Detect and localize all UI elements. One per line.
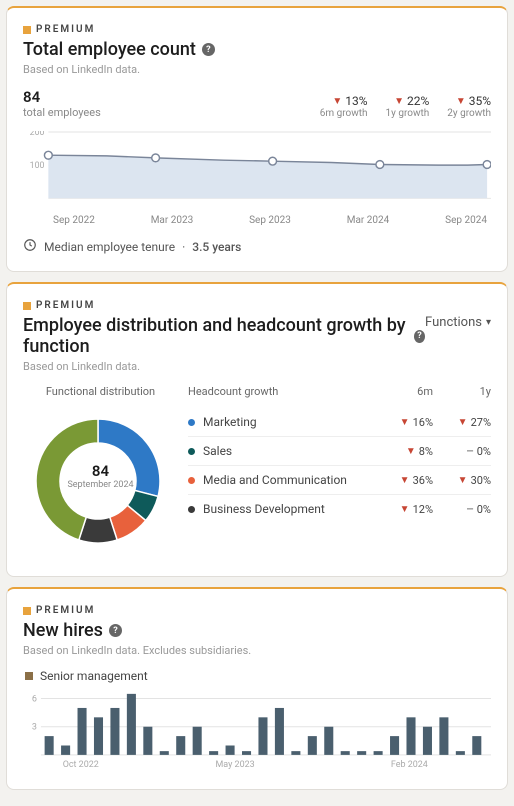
hg-1y: –0% [433,444,491,458]
tenure-value: 3.5 years [192,240,241,254]
chevron-down-icon: ▾ [486,317,491,328]
area-chart-x-labels: Sep 2022 Mar 2023 Sep 2023 Mar 2024 Sep 2024 [23,215,491,226]
growth-cell: ▼22% 1y growth [386,94,430,119]
help-icon[interactable]: ? [414,330,425,343]
hg-row: Marketing ▼16% ▼27% [188,408,491,436]
help-icon[interactable]: ? [109,624,122,637]
employee-area-chart: 100 200 [23,131,491,211]
donut-title: Functional distribution [23,385,178,398]
clock-icon [23,238,37,255]
x-axis-label: Sep 2022 [53,215,95,226]
card1-title: Total employee count ? [23,39,491,60]
hg-header-1y: 1y [433,385,491,398]
card1-title-text: Total employee count [23,39,196,60]
hg-header: Headcount growth 6m 1y [188,385,491,398]
functions-dropdown-label: Functions [425,315,482,330]
growth-value: ▼13% [320,94,368,108]
series-dot [188,477,195,484]
donut-wrap: Functional distribution 84 September 202… [23,385,178,560]
distribution-row: Functional distribution 84 September 202… [23,385,491,560]
growth-cell: ▼13% 6m growth [320,94,368,119]
series-dot [188,506,195,513]
svg-text:May 2023: May 2023 [215,760,254,769]
hg-1y: –0% [433,502,491,516]
growth-cells: ▼13% 6m growth ▼22% 1y growth ▼35% 2y gr… [320,94,491,119]
hg-6m: ▼12% [375,503,433,516]
hg-header-6m: 6m [375,385,433,398]
new-hires-bar-chart: 3 6 Oct 2022 May 2023 Feb 2024 [23,689,491,769]
growth-label: 2y growth [447,108,491,119]
legend-label: Senior management [40,669,148,683]
x-axis-label: Sep 2024 [445,215,487,226]
new-hires-card: PREMIUM New hires ? Based on LinkedIn da… [6,587,508,790]
premium-badge: PREMIUM [23,24,491,35]
distribution-card: PREMIUM Employee distribution and headco… [6,282,508,577]
tenure-sep: · [182,240,185,254]
donut-center-date: September 2024 [67,480,133,490]
card3-title: New hires ? [23,620,491,641]
card2-title: Employee distribution and headcount grow… [23,315,425,357]
hg-row: Business Development ▼12% –0% [188,494,491,523]
tenure-row: Median employee tenure · 3.5 years [23,238,491,255]
hg-1y: ▼30% [433,474,491,487]
employee-count: 84 [23,88,101,106]
employee-count-label: total employees [23,106,101,119]
svg-text:6: 6 [32,695,37,705]
growth-label: 6m growth [320,108,368,119]
growth-value: ▼22% [386,94,430,108]
hg-name: Sales [203,444,375,458]
series-dot [188,419,195,426]
growth-cell: ▼35% 2y growth [447,94,491,119]
donut-center: 84 September 2024 [67,462,133,490]
donut-center-number: 84 [67,462,133,480]
card1-subtitle: Based on LinkedIn data. [23,63,491,76]
series-dot [188,448,195,455]
hg-row: Media and Communication ▼36% ▼30% [188,465,491,494]
growth-label: 1y growth [386,108,430,119]
premium-badge: PREMIUM [23,605,491,616]
hg-6m: ▼16% [375,416,433,429]
x-axis-label: Mar 2023 [151,215,194,226]
total-employee-card: PREMIUM Total employee count ? Based on … [6,6,508,272]
stats-row: 84 total employees ▼13% 6m growth ▼22% 1… [23,88,491,119]
svg-text:Feb 2024: Feb 2024 [391,760,428,769]
legend-row: Senior management [25,669,491,683]
premium-badge: PREMIUM [23,300,491,311]
card2-title-text: Employee distribution and headcount grow… [23,315,408,357]
x-axis-label: Sep 2023 [249,215,291,226]
hg-header-name: Headcount growth [188,385,375,398]
card2-subtitle: Based on LinkedIn data. [23,360,425,373]
card3-title-text: New hires [23,620,103,641]
growth-value: ▼35% [447,94,491,108]
card3-subtitle: Based on LinkedIn data. Excludes subsidi… [23,644,491,657]
hg-row: Sales ▼8% –0% [188,436,491,465]
hg-name: Media and Communication [203,473,375,487]
hg-name: Business Development [203,502,375,516]
help-icon[interactable]: ? [202,43,215,56]
employee-count-block: 84 total employees [23,88,101,119]
hg-6m: ▼36% [375,474,433,487]
functions-dropdown[interactable]: Functions ▾ [425,315,491,330]
legend-swatch [25,672,33,680]
hg-6m: ▼8% [375,445,433,458]
svg-text:100: 100 [30,161,45,171]
hg-1y: ▼27% [433,416,491,429]
svg-text:200: 200 [30,131,45,138]
headcount-growth-table: Headcount growth 6m 1y Marketing ▼16% ▼2… [188,385,491,560]
svg-text:Oct 2022: Oct 2022 [63,760,99,769]
x-axis-label: Mar 2024 [347,215,390,226]
tenure-label: Median employee tenure [44,240,175,254]
hg-name: Marketing [203,415,375,429]
svg-text:3: 3 [32,723,37,733]
